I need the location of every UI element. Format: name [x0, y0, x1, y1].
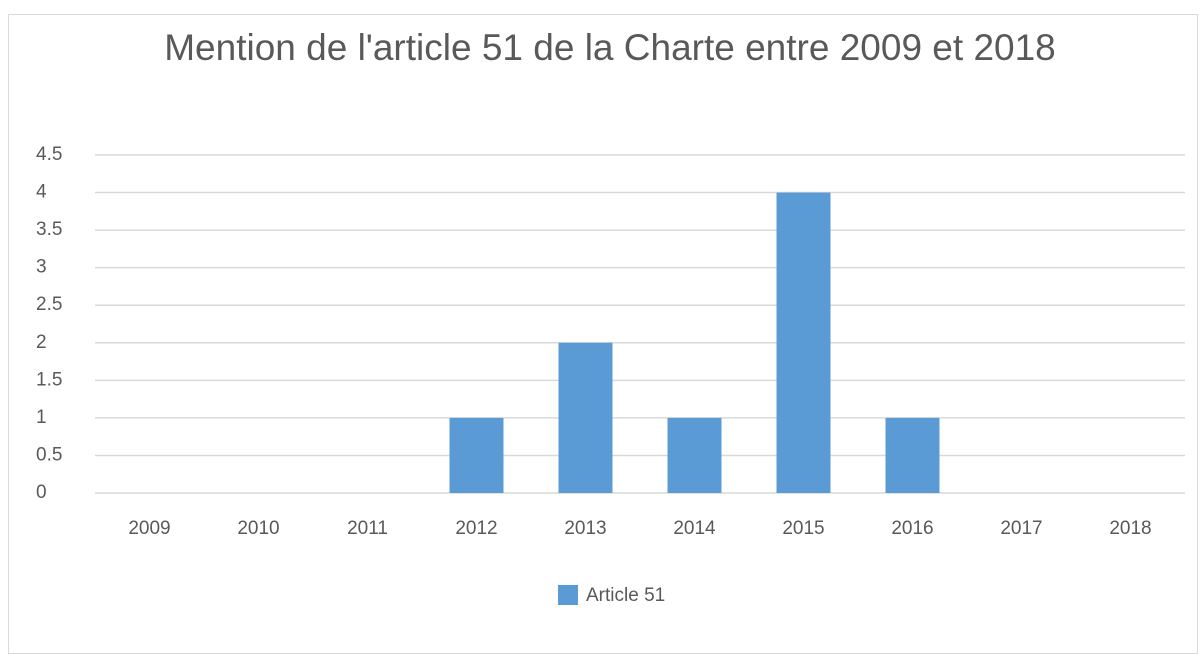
y-tick-label: 3.5 — [36, 219, 62, 240]
bar — [776, 192, 831, 494]
y-tick-label: 0.5 — [36, 444, 62, 465]
body: 0 0.5 1 1.5 2 2.5 3 3.5 4 4.5 2009 2010 2011 2012 2013… — [8, 14, 1198, 654]
bar — [558, 342, 613, 493]
x-tick-label: 2017 — [1000, 518, 1042, 539]
y-tick-label: 3 — [36, 257, 47, 278]
x-tick-label: 2009 — [128, 518, 170, 539]
y-tick-label: 4.5 — [36, 144, 62, 165]
x-tick-label: 2014 — [673, 518, 716, 539]
x-tick-label: 2015 — [782, 518, 824, 539]
y-tick-label: 1.5 — [36, 369, 62, 390]
bar — [667, 417, 722, 493]
legend-label: Article 51 — [586, 585, 665, 606]
x-tick-label: 2010 — [237, 518, 279, 539]
y-tick-label: 0 — [36, 482, 47, 503]
x-tick-label: 2011 — [347, 518, 388, 539]
page: {"chart_data": {"type": "bar", "title": … — [8, 14, 1198, 654]
legend-swatch — [558, 585, 578, 605]
y-tick-label: 1 — [36, 407, 47, 428]
chart-title: Mention de l'article 51 de la Charte ent… — [164, 27, 1056, 68]
x-tick-label: 2016 — [891, 518, 933, 539]
x-tick-label: 2012 — [455, 518, 497, 539]
bar — [449, 417, 504, 493]
x-tick-label: 2018 — [1109, 518, 1151, 539]
y-tick-label: 2.5 — [36, 294, 62, 315]
y-tick-label: 2 — [36, 332, 47, 353]
bar — [885, 417, 940, 493]
x-tick-label: 2013 — [564, 518, 606, 539]
chart: 0 0.5 1 1.5 2 2.5 3 3.5 4 4.5 2009 2010 2011 2012 2013… — [36, 144, 1185, 606]
y-tick-label: 4 — [36, 182, 47, 203]
